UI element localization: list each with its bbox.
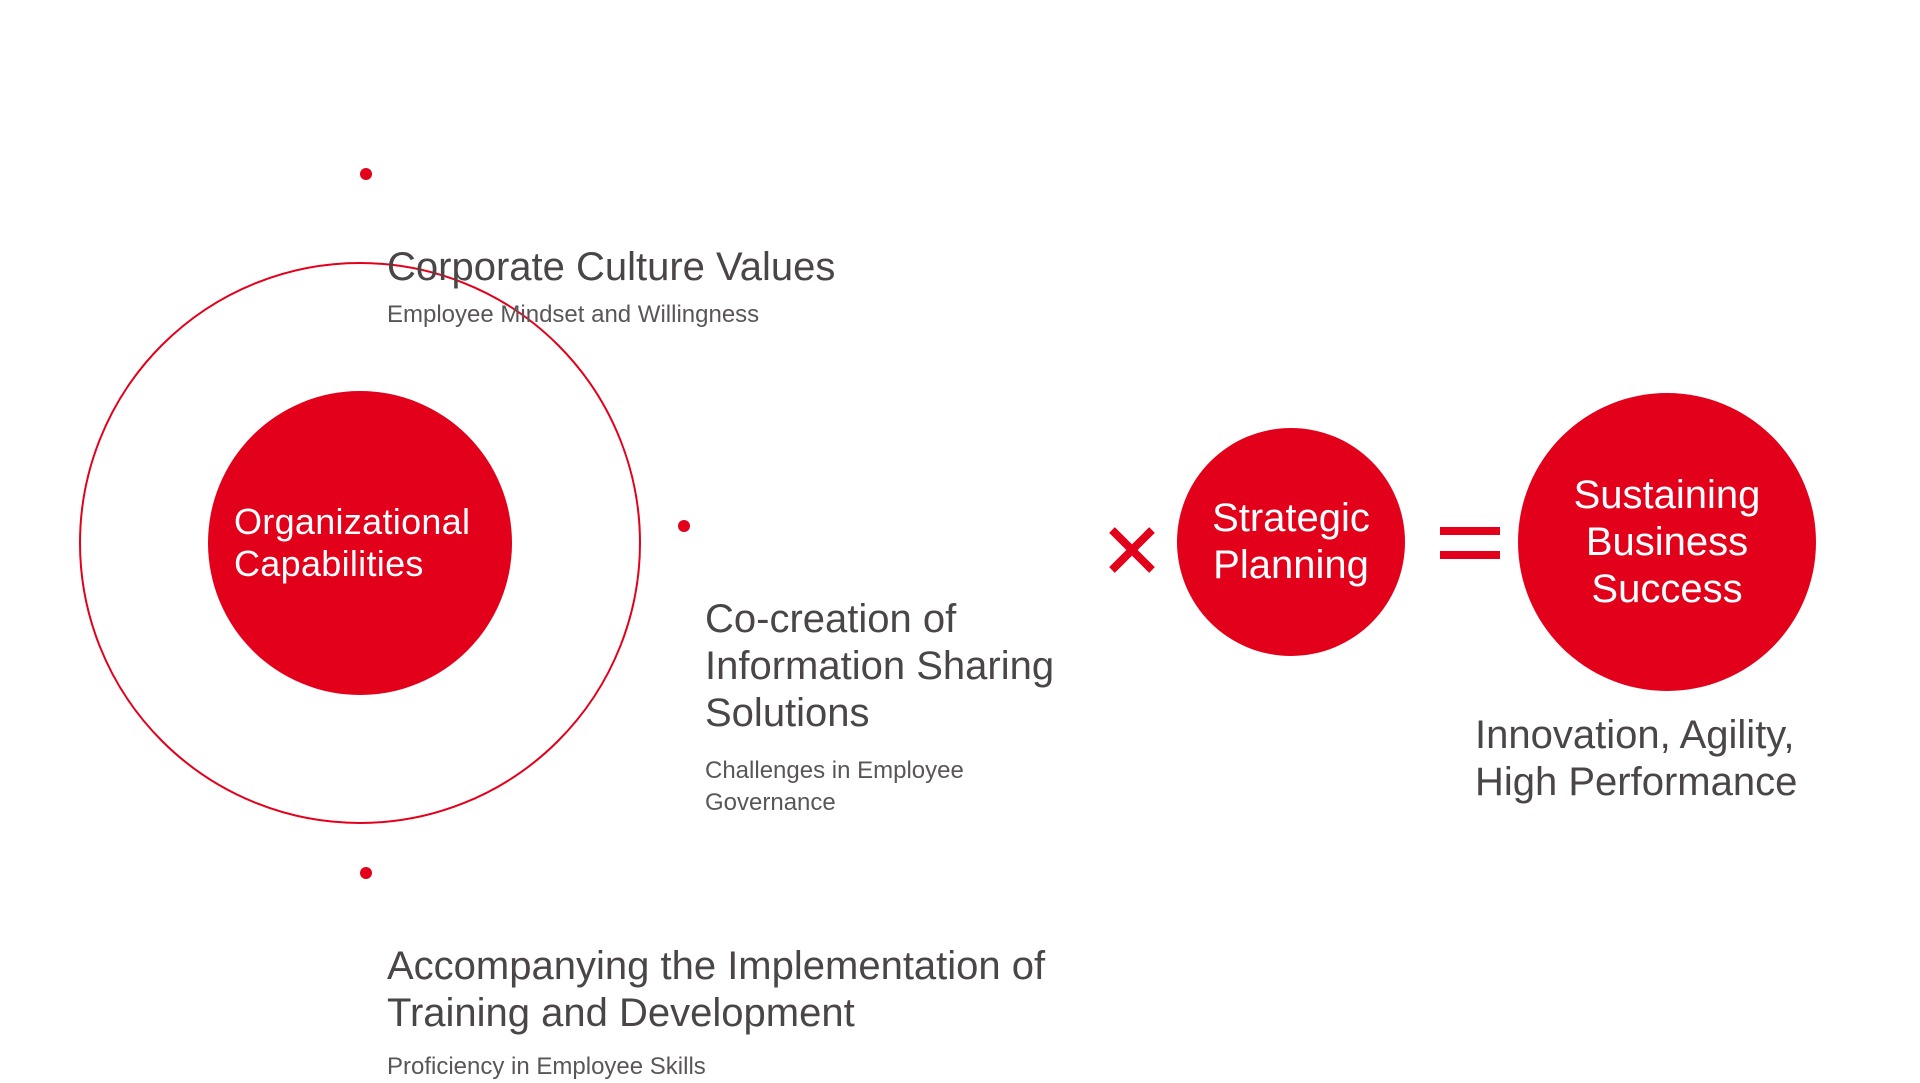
corporate-culture-item: Corporate Culture Values Employee Mindse… <box>360 150 836 331</box>
training-development-item: Accompanying the Implementation of Train… <box>360 849 1046 1083</box>
training-development-subtitle: Proficiency in Employee Skills <box>387 1053 706 1080</box>
organizational-capabilities-label: Organizational Capabilities <box>234 501 471 584</box>
corporate-culture-subtitle: Employee Mindset and Willingness <box>387 301 760 328</box>
bullet-dot-icon <box>360 168 372 180</box>
bullet-dot-icon <box>360 867 372 879</box>
sustaining-business-success-label: Sustaining Business Success <box>1573 472 1761 611</box>
bullet-dot-icon <box>678 520 690 532</box>
corporate-culture-title-row: Corporate Culture Values <box>360 150 836 291</box>
strategic-planning-circle: Strategic Planning <box>1177 428 1405 656</box>
strategic-planning-label: Strategic Planning <box>1212 496 1370 587</box>
organizational-capabilities-circle: Organizational Capabilities <box>208 391 512 695</box>
equals-icon <box>1440 527 1500 559</box>
outcome-text: Innovation, Agility, High Performance <box>1475 713 1798 804</box>
co-creation-title: Co-creation of Information Sharing Solut… <box>705 597 1055 735</box>
organizational-capabilities-outer-ring <box>79 262 641 824</box>
training-development-title: Accompanying the Implementation of Train… <box>387 944 1046 1035</box>
co-creation-title-row: Co-creation of Information Sharing Solut… <box>678 502 1055 737</box>
training-development-title-row: Accompanying the Implementation of Train… <box>360 849 1046 1037</box>
corporate-culture-title: Corporate Culture Values <box>387 245 836 289</box>
multiply-icon <box>1109 527 1155 573</box>
co-creation-subtitle: Challenges in Employee Governance <box>705 757 964 816</box>
sustaining-business-success-circle: Sustaining Business Success <box>1518 393 1816 691</box>
co-creation-item: Co-creation of Information Sharing Solut… <box>678 502 1055 819</box>
